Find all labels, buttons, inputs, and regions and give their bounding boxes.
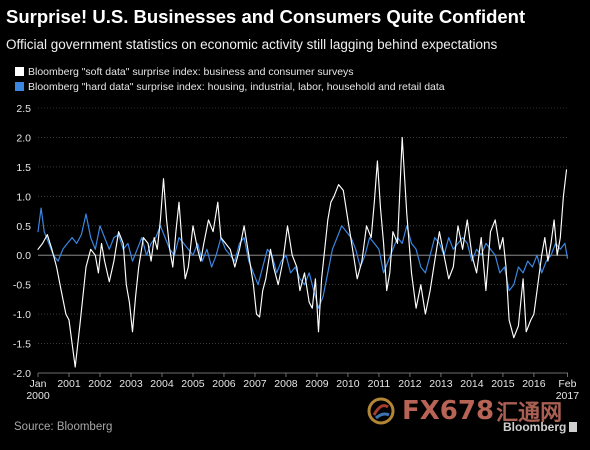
y-tick-label: -1.0 xyxy=(13,309,31,321)
watermark-text: FX678 xyxy=(402,396,495,426)
brand-box-icon xyxy=(569,422,578,432)
x-tick-label: 2011 xyxy=(368,378,391,390)
series-line-soft-data xyxy=(37,136,568,368)
x-tick-label: 2006 xyxy=(212,378,236,390)
y-tick-label: 2.0 xyxy=(16,132,31,144)
x-tick-label: 2016 xyxy=(522,378,546,390)
x-tick-label: Feb xyxy=(558,378,576,390)
legend-item-soft-data: Bloomberg "soft data" surprise index: bu… xyxy=(15,66,354,78)
chart-subtitle: Official government statistics on econom… xyxy=(6,37,498,52)
legend-swatch-hard-data xyxy=(15,82,24,91)
x-tick-label: 2012 xyxy=(398,378,422,390)
x-tick-label: 2008 xyxy=(274,378,298,390)
x-tick-label: 2003 xyxy=(119,378,143,390)
x-tick-label: 2009 xyxy=(305,378,329,390)
legend-item-hard-data: Bloomberg "hard data" surprise index: ho… xyxy=(15,81,445,93)
x-tick-label: Jan xyxy=(30,378,47,390)
x-tick-label: 2007 xyxy=(243,378,267,390)
y-tick-label: -0.5 xyxy=(13,280,31,292)
legend-label-soft-data: Bloomberg "soft data" surprise index: bu… xyxy=(28,66,354,78)
x-tick-label: 2014 xyxy=(460,378,484,390)
bloomberg-brand: Bloomberg xyxy=(503,420,578,434)
fx678-logo-icon xyxy=(367,397,395,425)
y-tick-label: 1.0 xyxy=(16,191,31,203)
legend-swatch-soft-data xyxy=(15,67,24,76)
y-tick-label: 1.5 xyxy=(16,162,31,174)
x-tick-label-year: 2017 xyxy=(556,390,580,402)
chart-title: Surprise! U.S. Businesses and Consumers … xyxy=(6,6,526,27)
x-tick-label: 2004 xyxy=(150,378,174,390)
x-tick-label: 2013 xyxy=(429,378,453,390)
x-tick-label: 2002 xyxy=(88,378,112,390)
y-tick-label: -1.5 xyxy=(13,339,31,351)
fx678-watermark: FX678 汇通网 xyxy=(366,395,562,427)
y-tick-label: 0.5 xyxy=(16,221,31,233)
x-tick-label: 2015 xyxy=(491,378,515,390)
watermark-cjk: 汇通网 xyxy=(496,401,563,426)
x-tick-label-year: 2000 xyxy=(26,390,50,402)
y-tick-label: 0.0 xyxy=(16,250,31,262)
x-tick-label: 2001 xyxy=(57,378,81,390)
source-note: Source: Bloomberg xyxy=(14,421,113,433)
y-tick-label: 2.5 xyxy=(16,103,31,115)
y-tick-label: -2.0 xyxy=(13,368,31,380)
legend-label-hard-data: Bloomberg "hard data" surprise index: ho… xyxy=(28,81,445,93)
x-tick-label: 2005 xyxy=(181,378,205,390)
brand-label: Bloomberg xyxy=(503,420,567,434)
x-tick-label: 2010 xyxy=(336,378,360,390)
